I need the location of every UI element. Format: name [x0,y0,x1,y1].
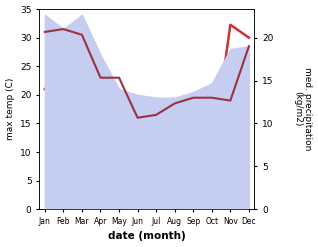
Y-axis label: med. precipitation
(kg/m2): med. precipitation (kg/m2) [293,67,313,151]
Y-axis label: max temp (C): max temp (C) [5,78,15,140]
X-axis label: date (month): date (month) [108,231,186,242]
